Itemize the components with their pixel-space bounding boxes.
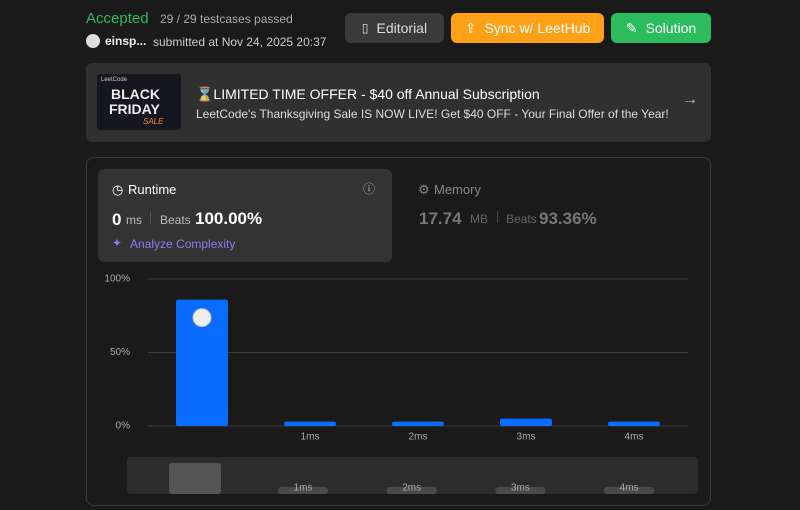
banner-image: LeetCode BLACK FRIDAY SALE	[97, 74, 181, 130]
runtime-unit: ms	[126, 213, 142, 227]
user[interactable]: einsp...	[105, 34, 147, 48]
label: Editorial	[376, 20, 428, 36]
memory-value: 17.74	[419, 209, 462, 228]
bar	[608, 421, 660, 426]
runtime-beats: 100.00%	[195, 209, 263, 228]
beats-label: Beats	[506, 212, 537, 226]
overview-bar	[604, 487, 655, 494]
submitted: submitted at Nov 24, 2025 20:37	[153, 35, 327, 49]
testcases: 29 / 29 testcases passed	[160, 12, 293, 26]
solution-button[interactable]: ✎ Solution	[611, 13, 711, 43]
x-tick-label: 4ms	[625, 432, 644, 443]
bar	[176, 299, 228, 426]
memory-label[interactable]: Memory	[434, 182, 481, 197]
status: Accepted	[86, 10, 149, 27]
overview-bar	[495, 487, 546, 494]
sync-button[interactable]: ⇪ Sync w/ LeetHub	[451, 13, 604, 43]
x-tick-label: 3ms	[517, 432, 536, 443]
runtime-label: Runtime	[128, 182, 177, 197]
bar	[392, 421, 444, 426]
y-tick-label: 0%	[116, 421, 131, 432]
divider	[497, 211, 498, 223]
memory-beats: 93.36%	[539, 209, 597, 228]
image-text: FRIDAY	[109, 101, 160, 117]
info-icon: ⓘ	[363, 182, 376, 196]
label: Solution	[645, 20, 697, 36]
overview-label: 3ms	[511, 483, 530, 494]
runtime-card[interactable]: ◷ Runtime ⓘ 0 ms Beats 100.00% ✦ Analyze…	[98, 169, 392, 262]
beats-label: Beats	[160, 213, 191, 227]
overview-label: 1ms	[294, 483, 313, 494]
label: Sync w/ LeetHub	[484, 20, 591, 36]
overview-track	[127, 457, 698, 494]
bar	[284, 421, 336, 426]
clock-icon: ◷	[112, 182, 124, 197]
arrow-icon: →	[682, 91, 698, 108]
overview-bar	[278, 487, 328, 494]
avatar	[86, 34, 100, 48]
image-text: LeetCode	[101, 77, 128, 83]
runtime-value: 0	[112, 210, 122, 229]
overview-label: 2ms	[402, 483, 421, 494]
banner[interactable]: LeetCode BLACK FRIDAY SALE ⌛LIMITED TIME…	[86, 63, 711, 142]
editorial-button[interactable]: ▯ Editorial	[345, 13, 444, 43]
analyze-link[interactable]: Analyze Complexity	[130, 237, 236, 251]
sparkle-icon: ✦	[112, 236, 123, 250]
x-tick-label: 1ms	[301, 432, 320, 443]
y-tick-label: 100%	[104, 274, 130, 285]
bar	[500, 418, 552, 426]
overview-label: 4ms	[620, 483, 639, 494]
image-text: SALE	[143, 117, 164, 126]
divider	[150, 212, 151, 224]
image-text: BLACK	[111, 86, 160, 102]
avatar-marker	[192, 308, 212, 328]
memory-unit: MB	[470, 212, 488, 226]
x-tick-label: 2ms	[409, 432, 428, 443]
overview-bar	[386, 487, 437, 494]
overview-bar	[169, 463, 221, 494]
gear-icon: ⚙	[418, 182, 430, 197]
y-tick-label: 50%	[110, 347, 130, 358]
performance-panel	[86, 157, 711, 506]
banner-title: ⌛LIMITED TIME OFFER - $40 off Annual Sub…	[196, 86, 540, 102]
banner-text: LeetCode's Thanksgiving Sale IS NOW LIVE…	[196, 107, 669, 121]
